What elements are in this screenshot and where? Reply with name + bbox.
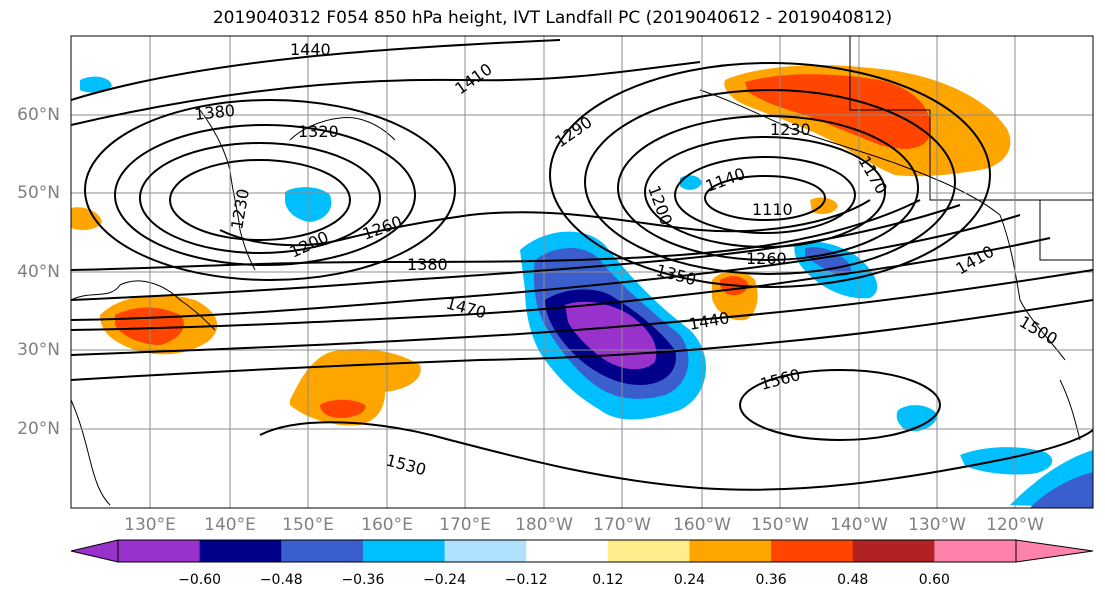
neg-patch-small-gulf bbox=[680, 175, 702, 190]
colorbar-tick-label: 0.12 bbox=[592, 572, 624, 588]
lon-label: 130°W bbox=[908, 515, 966, 535]
neg-patch-northwest bbox=[80, 76, 112, 93]
coastlines bbox=[71, 36, 1093, 506]
neg-region-gulf-core bbox=[805, 247, 852, 276]
colorbar-segment bbox=[689, 540, 772, 562]
contour-label: 1110 bbox=[752, 200, 793, 219]
gridlines bbox=[71, 36, 1093, 508]
contour-label: 1380 bbox=[193, 101, 235, 124]
colorbar-segment bbox=[852, 540, 935, 562]
lat-label: 50°N bbox=[17, 183, 60, 203]
lon-label: 140°E bbox=[204, 515, 256, 535]
colorbar-tick-label: 0.48 bbox=[837, 572, 869, 588]
contour-label: 1440 bbox=[290, 40, 331, 59]
colorbar-segment bbox=[362, 540, 446, 562]
colorbar-tick-label: −0.36 bbox=[341, 572, 385, 588]
colorbar-segment bbox=[526, 540, 609, 562]
colorbar-segment bbox=[199, 540, 282, 562]
contour-label: 1230 bbox=[770, 120, 811, 139]
colorbar-tick-label: −0.48 bbox=[259, 572, 303, 588]
lon-label: 170°W bbox=[593, 515, 651, 535]
colorbar-segment bbox=[281, 540, 364, 562]
lon-label: 150°E bbox=[282, 515, 334, 535]
contour-label: 1260 bbox=[746, 249, 787, 268]
lon-label: 170°E bbox=[439, 515, 491, 535]
neg-patch-tropical bbox=[896, 405, 938, 432]
colorbar-frame bbox=[117, 539, 1017, 563]
colorbar-segment bbox=[607, 540, 690, 562]
neg-region-central-strong bbox=[565, 301, 657, 370]
neg-patch-corner-core bbox=[1030, 472, 1093, 508]
lon-label: 180°W bbox=[515, 515, 573, 535]
colorbar-extend-max bbox=[1015, 539, 1094, 563]
colorbar-segment bbox=[934, 540, 1017, 562]
lon-label: 140°W bbox=[830, 515, 888, 535]
colorbar-tick-label: −0.60 bbox=[178, 572, 222, 588]
colorbar-extend-min bbox=[70, 539, 119, 563]
lon-label: 150°W bbox=[751, 515, 809, 535]
colorbar-segment bbox=[118, 540, 201, 562]
lat-label: 60°N bbox=[17, 105, 60, 125]
colorbar-tick-label: −0.24 bbox=[423, 572, 466, 588]
pos-region-alaska-core bbox=[745, 74, 931, 149]
contour-label: 1320 bbox=[298, 122, 339, 141]
lat-label: 40°N bbox=[17, 262, 60, 282]
pos-region-subtropic-core bbox=[320, 399, 366, 418]
colorbar-tick-label: −0.12 bbox=[504, 572, 548, 588]
pos-patch-west-edge bbox=[71, 207, 102, 230]
plot-frame bbox=[70, 35, 1094, 509]
colorbar-tick-label: 0.36 bbox=[755, 572, 787, 588]
colorbar-tick-label: 0.60 bbox=[918, 572, 950, 588]
lon-label: 120°W bbox=[986, 515, 1044, 535]
colorbar-segment bbox=[444, 540, 527, 562]
lon-label: 160°W bbox=[673, 515, 731, 535]
colorbar-segment bbox=[771, 540, 854, 562]
lat-label: 20°N bbox=[17, 419, 60, 439]
lon-label: 130°E bbox=[124, 515, 176, 535]
map-title: 2019040312 F054 850 hPa height, IVT Land… bbox=[212, 8, 893, 28]
height-contours bbox=[71, 39, 1093, 491]
ivt-shading bbox=[71, 65, 1093, 508]
contour-label: 1380 bbox=[407, 255, 448, 274]
lon-label: 160°E bbox=[361, 515, 413, 535]
colorbar-tick-label: 0.24 bbox=[673, 572, 706, 588]
lat-label: 30°N bbox=[17, 340, 60, 360]
